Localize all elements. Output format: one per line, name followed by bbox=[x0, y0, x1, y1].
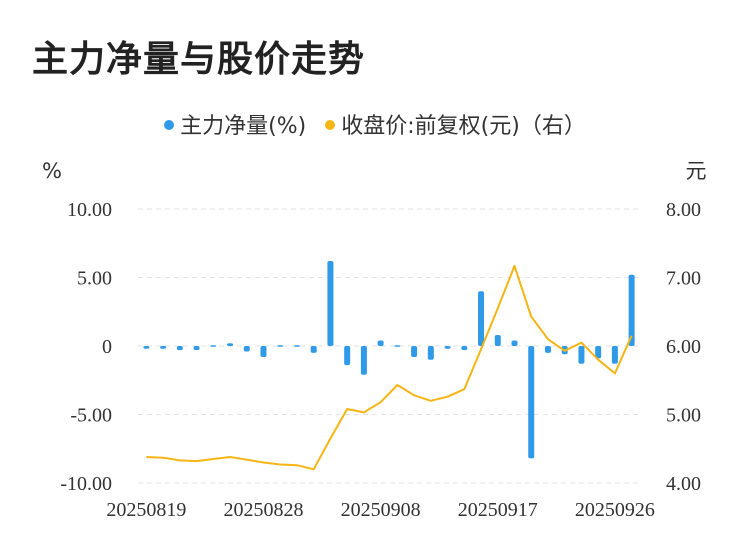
legend-dot-net-volume bbox=[164, 120, 175, 130]
x-tick-label: 20250828 bbox=[224, 499, 304, 521]
right-tick-label: 4.00 bbox=[666, 473, 701, 495]
net-volume-bar[interactable] bbox=[143, 346, 150, 349]
net-volume-bar[interactable] bbox=[260, 346, 267, 357]
net-volume-bar[interactable] bbox=[344, 346, 351, 366]
right-tick-label: 7.00 bbox=[666, 268, 701, 290]
left-tick-label: 10.00 bbox=[67, 199, 112, 221]
left-tick-label: -10.00 bbox=[60, 473, 112, 495]
net-volume-bar[interactable] bbox=[444, 346, 451, 349]
net-volume-bar[interactable] bbox=[377, 340, 384, 346]
x-tick-label: 20250926 bbox=[575, 499, 655, 521]
net-volume-bar[interactable] bbox=[160, 346, 167, 349]
legend-item-close-price[interactable]: 收盘价:前复权(元)（右） bbox=[325, 108, 586, 140]
net-volume-bar[interactable] bbox=[478, 291, 485, 346]
net-volume-bar[interactable] bbox=[511, 340, 518, 346]
net-volume-bar[interactable] bbox=[277, 345, 284, 347]
right-axis-ticks: 8.00 7.00 6.00 5.00 4.00 bbox=[666, 199, 701, 495]
net-volume-bar[interactable] bbox=[544, 346, 551, 353]
net-volume-bar[interactable] bbox=[193, 346, 200, 351]
net-volume-bar[interactable] bbox=[210, 345, 217, 347]
net-volume-bar[interactable] bbox=[461, 346, 468, 351]
net-volume-bar[interactable] bbox=[411, 346, 418, 357]
right-tick-label: 6.00 bbox=[666, 336, 701, 358]
right-axis-unit: 元 bbox=[686, 159, 707, 183]
net-volume-bar[interactable] bbox=[595, 346, 602, 359]
chart-title: 主力净量与股价走势 bbox=[32, 39, 366, 80]
legend-dot-close-price bbox=[325, 120, 336, 130]
net-volume-bar[interactable] bbox=[227, 343, 234, 346]
left-tick-label: 5.00 bbox=[77, 268, 112, 290]
net-volume-bar[interactable] bbox=[394, 345, 401, 347]
legend-item-net-volume[interactable]: 主力净量(%) bbox=[164, 108, 306, 140]
close-price-line[interactable] bbox=[146, 264, 633, 471]
net-volume-bar[interactable] bbox=[611, 346, 618, 364]
legend-label-close-price: 收盘价:前复权(元)（右） bbox=[341, 114, 586, 139]
left-axis-ticks: 10.00 5.00 0 -5.00 -10.00 bbox=[60, 199, 112, 495]
net-volume-bar[interactable] bbox=[327, 261, 334, 346]
x-tick-label: 20250908 bbox=[341, 499, 421, 521]
net-volume-bars bbox=[143, 261, 635, 459]
x-tick-label: 20250917 bbox=[458, 499, 538, 521]
x-tick-label: 20250819 bbox=[106, 499, 186, 521]
right-tick-label: 8.00 bbox=[666, 199, 701, 221]
legend-label-net-volume: 主力净量(%) bbox=[180, 114, 307, 139]
net-volume-bar[interactable] bbox=[578, 346, 585, 364]
left-tick-label: -5.00 bbox=[70, 405, 112, 427]
net-volume-bar[interactable] bbox=[494, 335, 501, 346]
left-tick-label: 0 bbox=[102, 336, 112, 358]
x-axis-ticks: 20250819 20250828 20250908 20250917 20250926 bbox=[106, 499, 655, 521]
net-volume-bar[interactable] bbox=[310, 346, 317, 353]
net-volume-bar[interactable] bbox=[427, 346, 434, 360]
right-tick-label: 5.00 bbox=[666, 405, 701, 427]
close-price-line-group bbox=[146, 264, 633, 471]
legend: 主力净量(%) 收盘价:前复权(元)（右） bbox=[0, 108, 750, 140]
net-volume-bar[interactable] bbox=[628, 274, 635, 346]
left-axis-unit: % bbox=[42, 159, 62, 183]
net-volume-bar[interactable] bbox=[528, 346, 535, 459]
net-volume-bar[interactable] bbox=[293, 345, 300, 347]
net-volume-bar[interactable] bbox=[243, 346, 250, 352]
net-volume-bar[interactable] bbox=[176, 346, 183, 351]
net-volume-bar[interactable] bbox=[360, 346, 367, 375]
